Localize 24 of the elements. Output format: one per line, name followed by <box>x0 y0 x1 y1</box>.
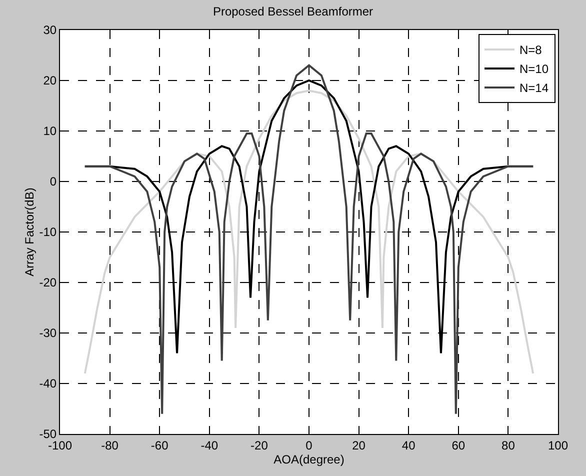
y-tick-label: -30 <box>39 326 57 340</box>
x-tick-label: -20 <box>250 438 268 452</box>
y-axis-title: Array Factor(dB) <box>22 188 37 276</box>
y-tick-label: 30 <box>43 23 57 38</box>
y-tick-label: 0 <box>50 174 57 189</box>
legend-label: N=14 <box>520 81 549 96</box>
legend-label: N=10 <box>520 62 549 76</box>
y-tick-label: -40 <box>39 376 57 391</box>
x-tick-label: -60 <box>150 438 169 452</box>
x-tick-label: 20 <box>352 438 366 452</box>
legend-label: N=8 <box>520 43 542 58</box>
x-tick-label: -80 <box>101 438 119 452</box>
x-tick-label: 80 <box>502 438 516 452</box>
y-tick-label: -20 <box>39 276 57 290</box>
y-tick-label: -10 <box>39 225 57 240</box>
y-tick-label: 20 <box>43 74 57 88</box>
x-tick-label: 40 <box>402 438 416 452</box>
x-tick-label: -40 <box>200 438 218 452</box>
x-tick-label: 60 <box>452 438 466 452</box>
x-tick-label: 0 <box>306 438 313 452</box>
chart-title: Proposed Bessel Beamformer <box>212 4 374 19</box>
x-tick-label: 100 <box>548 438 568 452</box>
x-axis-title: AOA(degree) <box>274 452 344 466</box>
y-tick-label: 10 <box>43 124 57 138</box>
